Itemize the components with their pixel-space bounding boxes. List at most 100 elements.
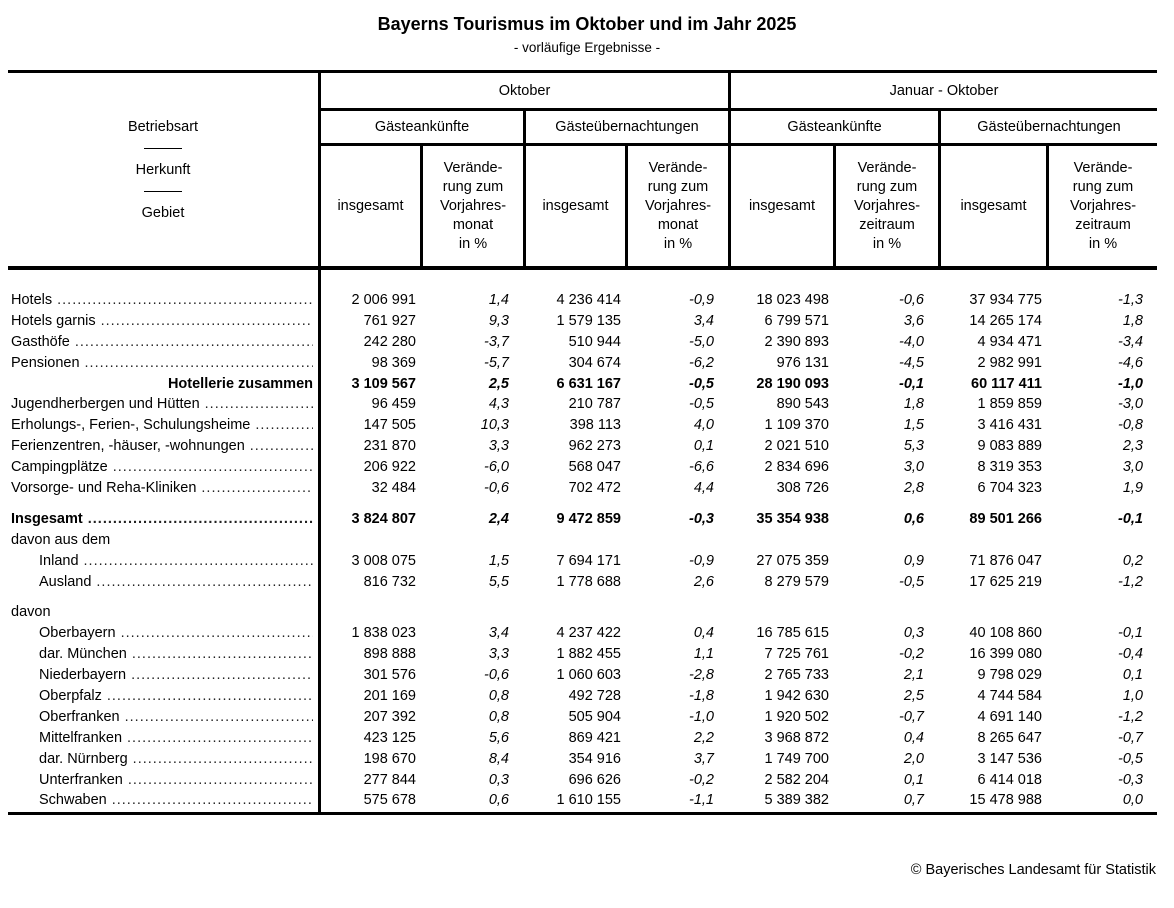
table-row: Erholungs-, Ferien-, Schulungsheime 147 5… — [8, 415, 1157, 436]
value-cell: 1 610 155 — [556, 792, 621, 809]
pct-change-cell: 0,4 — [903, 729, 924, 746]
row-label: Oberbayern — [8, 623, 321, 644]
pct-change-cell: 1,8 — [903, 396, 924, 413]
value-cell: 1 859 859 — [977, 396, 1042, 413]
value-cell: 7 725 761 — [764, 646, 829, 663]
page-title: Bayerns Tourismus im Oktober und im Jahr… — [377, 14, 797, 34]
value-cell: 3 824 807 — [351, 510, 416, 527]
value-cell: 3 968 872 — [764, 729, 829, 746]
subgroup-gaesteuebernachtungen: Gästeübernachtungen insgesamt Verände- r… — [938, 111, 1157, 266]
pct-change-cell: -0,6 — [484, 480, 509, 497]
dot-leader — [75, 332, 313, 353]
pct-change-cell: -1,1 — [689, 792, 714, 809]
value-cell: 71 876 047 — [969, 552, 1042, 569]
row-label: dar. München — [8, 644, 321, 665]
pct-change-cell: -1,2 — [1118, 708, 1143, 725]
value-cell: 8 279 579 — [764, 573, 829, 590]
dot-leader — [84, 551, 313, 572]
pct-change-cell: 3,4 — [488, 625, 509, 642]
col-header-insgesamt: insgesamt — [748, 197, 816, 214]
pct-change-cell: 2,2 — [693, 729, 714, 746]
table-row: Niederbayern 301 576 -0,6 1 060 603 -2,8 2 76… — [8, 665, 1157, 686]
value-cell: 575 678 — [363, 792, 416, 809]
pct-change-cell: -0,1 — [1118, 625, 1143, 642]
pct-change-cell: -0,2 — [689, 771, 714, 788]
value-cell: 816 732 — [363, 573, 416, 590]
pct-change-cell: -6,0 — [484, 459, 509, 476]
pct-change-cell: -2,8 — [689, 667, 714, 684]
table-row: Unterfranken 277 844 0,3 696 626 -0,2 2 582 2… — [8, 770, 1157, 791]
col-header-insgesamt: insgesamt — [542, 197, 609, 214]
pct-change-cell: 1,0 — [1122, 688, 1143, 705]
value-cell: 3 008 075 — [351, 552, 416, 569]
table-row: Mittelfranken 423 125 5,6 869 421 2,2 3 968 8… — [8, 728, 1157, 749]
pct-change-cell: -6,2 — [689, 354, 714, 371]
value-cell: 1 920 502 — [764, 708, 829, 725]
value-cell: 962 273 — [568, 438, 621, 455]
pct-change-cell: -6,6 — [689, 459, 714, 476]
column-group-oktober: Oktober Gästeankünfte insgesamt Verände-… — [321, 73, 728, 266]
stub-divider — [144, 147, 182, 149]
dot-leader — [132, 644, 313, 665]
pct-change-cell: 2,0 — [903, 750, 924, 767]
row-label: Schwaben — [8, 790, 321, 811]
value-cell: 17 625 219 — [969, 573, 1042, 590]
pct-change-cell: 1,1 — [693, 646, 714, 663]
table-row: Schwaben 575 678 0,6 1 610 155 -1,1 5 389 382… — [8, 790, 1157, 811]
pct-change-cell: 1,9 — [1122, 480, 1143, 497]
pct-change-cell: 2,4 — [488, 510, 509, 527]
row-label: Campingplätze — [8, 457, 321, 478]
dot-leader — [201, 478, 313, 499]
row-label: dar. Nürnberg — [8, 749, 321, 770]
column-groups: Oktober Gästeankünfte insgesamt Verände-… — [318, 73, 1157, 266]
dot-leader — [88, 509, 313, 530]
value-cell: 9 472 859 — [556, 510, 621, 527]
subgroup-gaesteuebernachtungen: Gästeübernachtungen insgesamt Verände- r… — [523, 111, 728, 266]
pct-change-cell: -3,0 — [1118, 396, 1143, 413]
pct-change-cell: 4,0 — [693, 417, 714, 434]
value-cell: 2 390 893 — [764, 333, 829, 350]
row-label: Pensionen — [8, 353, 321, 374]
pct-change-cell: 2,3 — [1122, 438, 1143, 455]
value-cell: 231 870 — [363, 438, 416, 455]
value-cell: 304 674 — [568, 354, 621, 371]
value-cell: 18 023 498 — [756, 292, 829, 308]
pct-change-cell: 9,3 — [488, 312, 509, 329]
value-cell: 1 838 023 — [351, 625, 416, 642]
value-cell: 2 765 733 — [764, 667, 829, 684]
dot-leader — [112, 790, 313, 811]
table-row: Oberfranken 207 392 0,8 505 904 -1,0 1 920 50… — [8, 707, 1157, 728]
value-cell: 8 265 647 — [977, 729, 1042, 746]
pct-change-cell: -0,7 — [899, 708, 924, 725]
pct-change-cell: -3,4 — [1118, 333, 1143, 350]
value-cell: 505 904 — [568, 708, 621, 725]
pct-change-cell: -1,3 — [1118, 292, 1143, 308]
pct-change-cell: -0,7 — [1118, 729, 1143, 746]
pct-change-cell: 0,1 — [903, 771, 924, 788]
table-body: Hotels 2 006 991 1,4 4 236 414 -0,9 18 023 49… — [8, 270, 1157, 816]
pct-change-cell: 5,5 — [488, 573, 509, 590]
pct-change-cell: -0,6 — [899, 292, 924, 308]
col-header-veraenderung: Verände- rung zum Vorjahres- monat in % — [420, 146, 523, 266]
dot-leader — [57, 290, 313, 311]
col-header-insgesamt: insgesamt — [337, 197, 404, 214]
value-cell: 1 942 630 — [764, 688, 829, 705]
pct-change-cell: 0,3 — [903, 625, 924, 642]
pct-change-cell: -5,0 — [689, 333, 714, 350]
pct-change-cell: 2,1 — [903, 667, 924, 684]
pct-change-cell: 0,6 — [488, 792, 509, 809]
table-row: Gasthöfe 242 280 -3,7 510 944 -5,0 2 390 893 -… — [8, 332, 1157, 353]
value-cell: 206 922 — [363, 459, 416, 476]
value-cell: 9 798 029 — [977, 667, 1042, 684]
pct-change-cell: 3,3 — [488, 438, 509, 455]
pct-change-cell: 3,0 — [903, 459, 924, 476]
pct-change-cell: 0,3 — [488, 771, 509, 788]
stub-label-gebiet: Gebiet — [141, 204, 185, 221]
table-row: Inland 3 008 075 1,5 7 694 171 -0,9 27 075 35… — [8, 551, 1157, 572]
row-label: Hotels garnis — [8, 311, 321, 332]
table-row: Hotellerie zusammen 3 109 567 2,5 6 631 167… — [8, 374, 1157, 395]
pct-change-cell: -0,2 — [899, 646, 924, 663]
value-cell: 1 109 370 — [764, 417, 829, 434]
pct-change-cell: 8,4 — [488, 750, 509, 767]
pct-change-cell: 2,5 — [903, 688, 924, 705]
